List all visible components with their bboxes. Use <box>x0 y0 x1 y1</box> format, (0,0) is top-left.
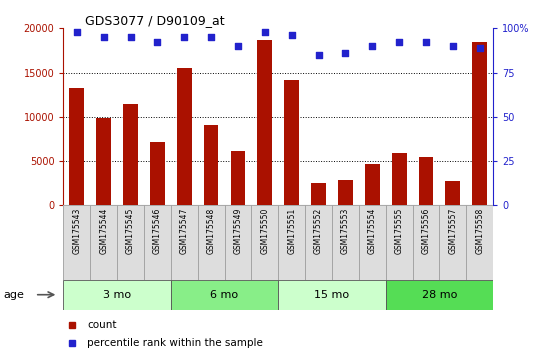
Bar <box>392 153 407 205</box>
Text: count: count <box>87 320 116 330</box>
Bar <box>278 280 386 310</box>
Bar <box>123 104 138 205</box>
Text: 3 mo: 3 mo <box>103 290 131 300</box>
Bar <box>359 205 386 280</box>
Bar <box>284 80 299 205</box>
Bar <box>171 205 198 280</box>
Bar <box>311 183 326 205</box>
Bar <box>204 125 219 205</box>
Bar <box>305 205 332 280</box>
Bar <box>413 205 439 280</box>
Bar <box>150 143 165 205</box>
Bar <box>225 205 251 280</box>
Bar <box>332 205 359 280</box>
Bar <box>466 205 493 280</box>
Point <box>422 40 430 45</box>
Text: GSM175555: GSM175555 <box>395 207 404 254</box>
Text: GSM175548: GSM175548 <box>207 207 215 254</box>
Text: percentile rank within the sample: percentile rank within the sample <box>87 338 263 348</box>
Text: 15 mo: 15 mo <box>315 290 349 300</box>
Point <box>126 34 135 40</box>
Bar <box>90 205 117 280</box>
Bar <box>419 156 434 205</box>
Point <box>287 33 296 38</box>
Bar <box>198 205 224 280</box>
Text: GSM175546: GSM175546 <box>153 207 162 254</box>
Bar <box>177 68 192 205</box>
Bar <box>338 180 353 205</box>
Bar <box>96 118 111 205</box>
Text: GSM175544: GSM175544 <box>99 207 108 254</box>
Text: age: age <box>3 290 24 300</box>
Bar <box>445 181 460 205</box>
Point <box>207 34 215 40</box>
Text: 28 mo: 28 mo <box>422 290 457 300</box>
Point <box>314 52 323 58</box>
Bar <box>386 205 413 280</box>
Bar <box>251 205 278 280</box>
Bar <box>117 205 144 280</box>
Text: GSM175550: GSM175550 <box>260 207 269 254</box>
Text: GSM175558: GSM175558 <box>475 207 484 254</box>
Text: GSM175551: GSM175551 <box>287 207 296 254</box>
Text: GSM175543: GSM175543 <box>72 207 82 254</box>
Point <box>395 40 403 45</box>
Text: GSM175557: GSM175557 <box>449 207 457 254</box>
Text: GSM175545: GSM175545 <box>126 207 135 254</box>
Point <box>449 43 457 49</box>
Text: GDS3077 / D90109_at: GDS3077 / D90109_at <box>85 14 224 27</box>
Point <box>180 34 188 40</box>
Point <box>341 50 350 56</box>
Bar <box>365 164 380 205</box>
Point <box>153 40 162 45</box>
Bar <box>63 205 90 280</box>
Point <box>72 29 81 35</box>
Text: GSM175554: GSM175554 <box>368 207 377 254</box>
Text: 6 mo: 6 mo <box>210 290 239 300</box>
Text: GSM175547: GSM175547 <box>180 207 189 254</box>
Bar <box>257 40 272 205</box>
Point <box>234 43 242 49</box>
Bar <box>171 280 278 310</box>
Bar <box>386 280 493 310</box>
Text: GSM175556: GSM175556 <box>422 207 430 254</box>
Point <box>99 34 108 40</box>
Text: GSM175549: GSM175549 <box>234 207 242 254</box>
Point <box>368 43 377 49</box>
Bar <box>144 205 171 280</box>
Bar <box>472 42 487 205</box>
Bar <box>230 152 245 205</box>
Bar <box>69 88 84 205</box>
Bar <box>440 205 466 280</box>
Point <box>261 29 269 35</box>
Bar <box>63 280 171 310</box>
Point <box>476 45 484 51</box>
Text: GSM175553: GSM175553 <box>341 207 350 254</box>
Text: GSM175552: GSM175552 <box>314 207 323 254</box>
Bar <box>278 205 305 280</box>
